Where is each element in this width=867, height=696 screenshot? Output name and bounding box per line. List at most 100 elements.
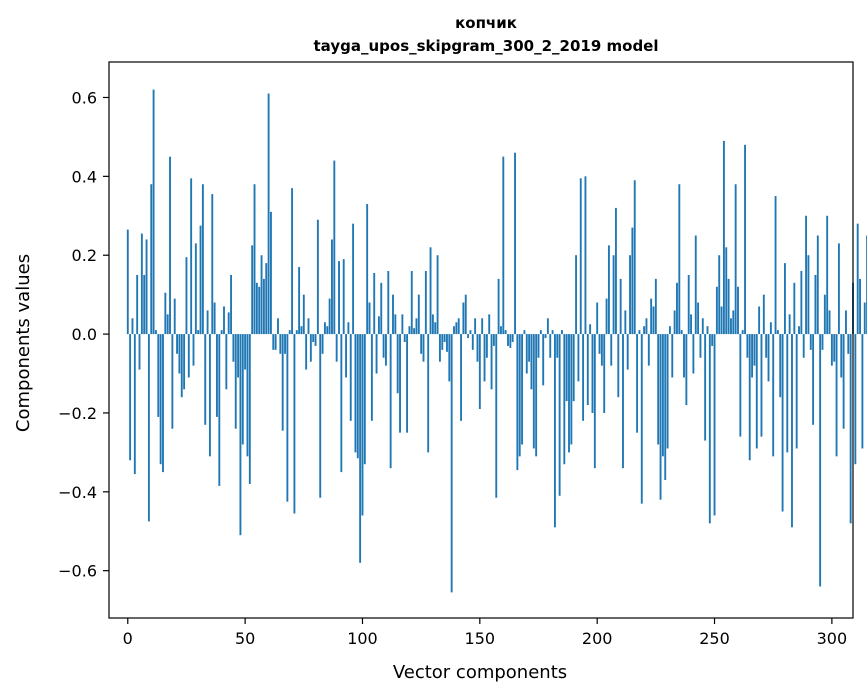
bar-145 [467, 334, 470, 339]
x-tick-label-250: 250 [699, 629, 730, 648]
bar-187 [565, 334, 568, 402]
bar-8 [145, 239, 148, 335]
bar-131 [434, 322, 437, 335]
bar-132 [436, 255, 439, 335]
bar-30 [197, 330, 200, 335]
bar-286 [798, 326, 800, 335]
bar-234 [676, 282, 678, 335]
bar-193 [579, 178, 582, 335]
bar-63 [274, 334, 277, 350]
bar-294 [816, 235, 819, 335]
bar-75 [302, 294, 305, 335]
bar-49 [241, 334, 244, 445]
bar-33 [204, 334, 207, 425]
bar-50 [244, 334, 247, 370]
bar-26 [187, 334, 190, 378]
bar-10 [150, 184, 153, 335]
chart-subtitle: tayga_upos_skipgram_300_2_2019 model [314, 37, 659, 55]
bar-258 [732, 310, 735, 335]
bar-123 [415, 318, 418, 335]
bar-261 [739, 334, 742, 437]
bar-55 [255, 282, 258, 335]
bar-183 [556, 334, 559, 358]
bar-60 [267, 93, 270, 335]
bar-34 [206, 310, 209, 335]
bar-76 [305, 334, 308, 370]
bar-200 [596, 302, 599, 335]
bar-97 [354, 334, 357, 453]
bar-59 [265, 263, 268, 335]
bar-16 [164, 292, 167, 335]
bar-149 [476, 334, 479, 362]
bar-188 [568, 334, 570, 453]
bar-161 [504, 330, 507, 335]
x-tick-label-200: 200 [582, 629, 613, 648]
bar-74 [300, 326, 303, 335]
x-axis-label: Vector components [393, 662, 567, 683]
bar-303 [837, 243, 840, 335]
bar-215 [631, 227, 634, 335]
bar-94 [347, 322, 350, 335]
bar-146 [469, 330, 472, 335]
bar-62 [272, 334, 275, 350]
bar-48 [239, 334, 242, 536]
bar-256 [727, 278, 730, 335]
bar-167 [518, 334, 521, 457]
bar-228 [661, 334, 664, 457]
bar-246 [704, 334, 707, 441]
bar-202 [600, 334, 603, 366]
bar-36 [211, 194, 214, 335]
bar-247 [706, 326, 709, 335]
bar-69 [288, 330, 291, 335]
bar-198 [591, 334, 594, 413]
bar-67 [284, 334, 286, 354]
bar-22 [178, 334, 181, 374]
bar-223 [650, 298, 653, 335]
bar-310 [854, 334, 857, 465]
bar-38 [216, 334, 218, 417]
bar-307 [847, 334, 850, 354]
bar-284 [793, 282, 796, 335]
bar-237 [683, 334, 685, 378]
x-tick-label-150: 150 [465, 629, 496, 648]
bar-44 [230, 274, 232, 335]
bar-262 [741, 330, 744, 335]
bar-39 [218, 334, 221, 486]
y-tick-label-6: 0.6 [72, 88, 97, 107]
bar-259 [734, 184, 737, 335]
bar-31 [199, 225, 202, 335]
bar-211 [622, 334, 624, 469]
bar-6 [140, 233, 143, 335]
bar-117 [401, 314, 404, 335]
bar-86 [328, 298, 331, 335]
bar-206 [610, 334, 613, 366]
bar-21 [176, 334, 178, 354]
bar-257 [730, 318, 732, 335]
bar-170 [525, 334, 528, 374]
bar-185 [561, 330, 563, 335]
chart-title: копчик [455, 14, 517, 32]
bar-129 [429, 247, 432, 335]
bar-134 [441, 334, 444, 350]
bar-27 [190, 178, 193, 335]
bar-163 [509, 334, 512, 348]
bar-125 [420, 334, 423, 354]
bar-269 [758, 306, 761, 335]
bar-73 [298, 267, 301, 335]
bar-138 [450, 334, 453, 593]
bar-179 [546, 318, 549, 335]
bar-242 [694, 235, 697, 335]
bar-172 [530, 334, 533, 390]
bar-91 [340, 334, 343, 473]
bar-137 [448, 334, 451, 382]
bar-0 [126, 229, 129, 335]
bar-312 [859, 278, 861, 335]
bar-267 [753, 334, 756, 366]
bar-235 [678, 184, 681, 335]
bar-191 [575, 255, 577, 335]
bar-251 [715, 286, 718, 335]
x-tick-label-100: 100 [347, 629, 378, 648]
bar-144 [464, 294, 467, 335]
bar-15 [162, 334, 164, 473]
bar-306 [845, 310, 847, 335]
